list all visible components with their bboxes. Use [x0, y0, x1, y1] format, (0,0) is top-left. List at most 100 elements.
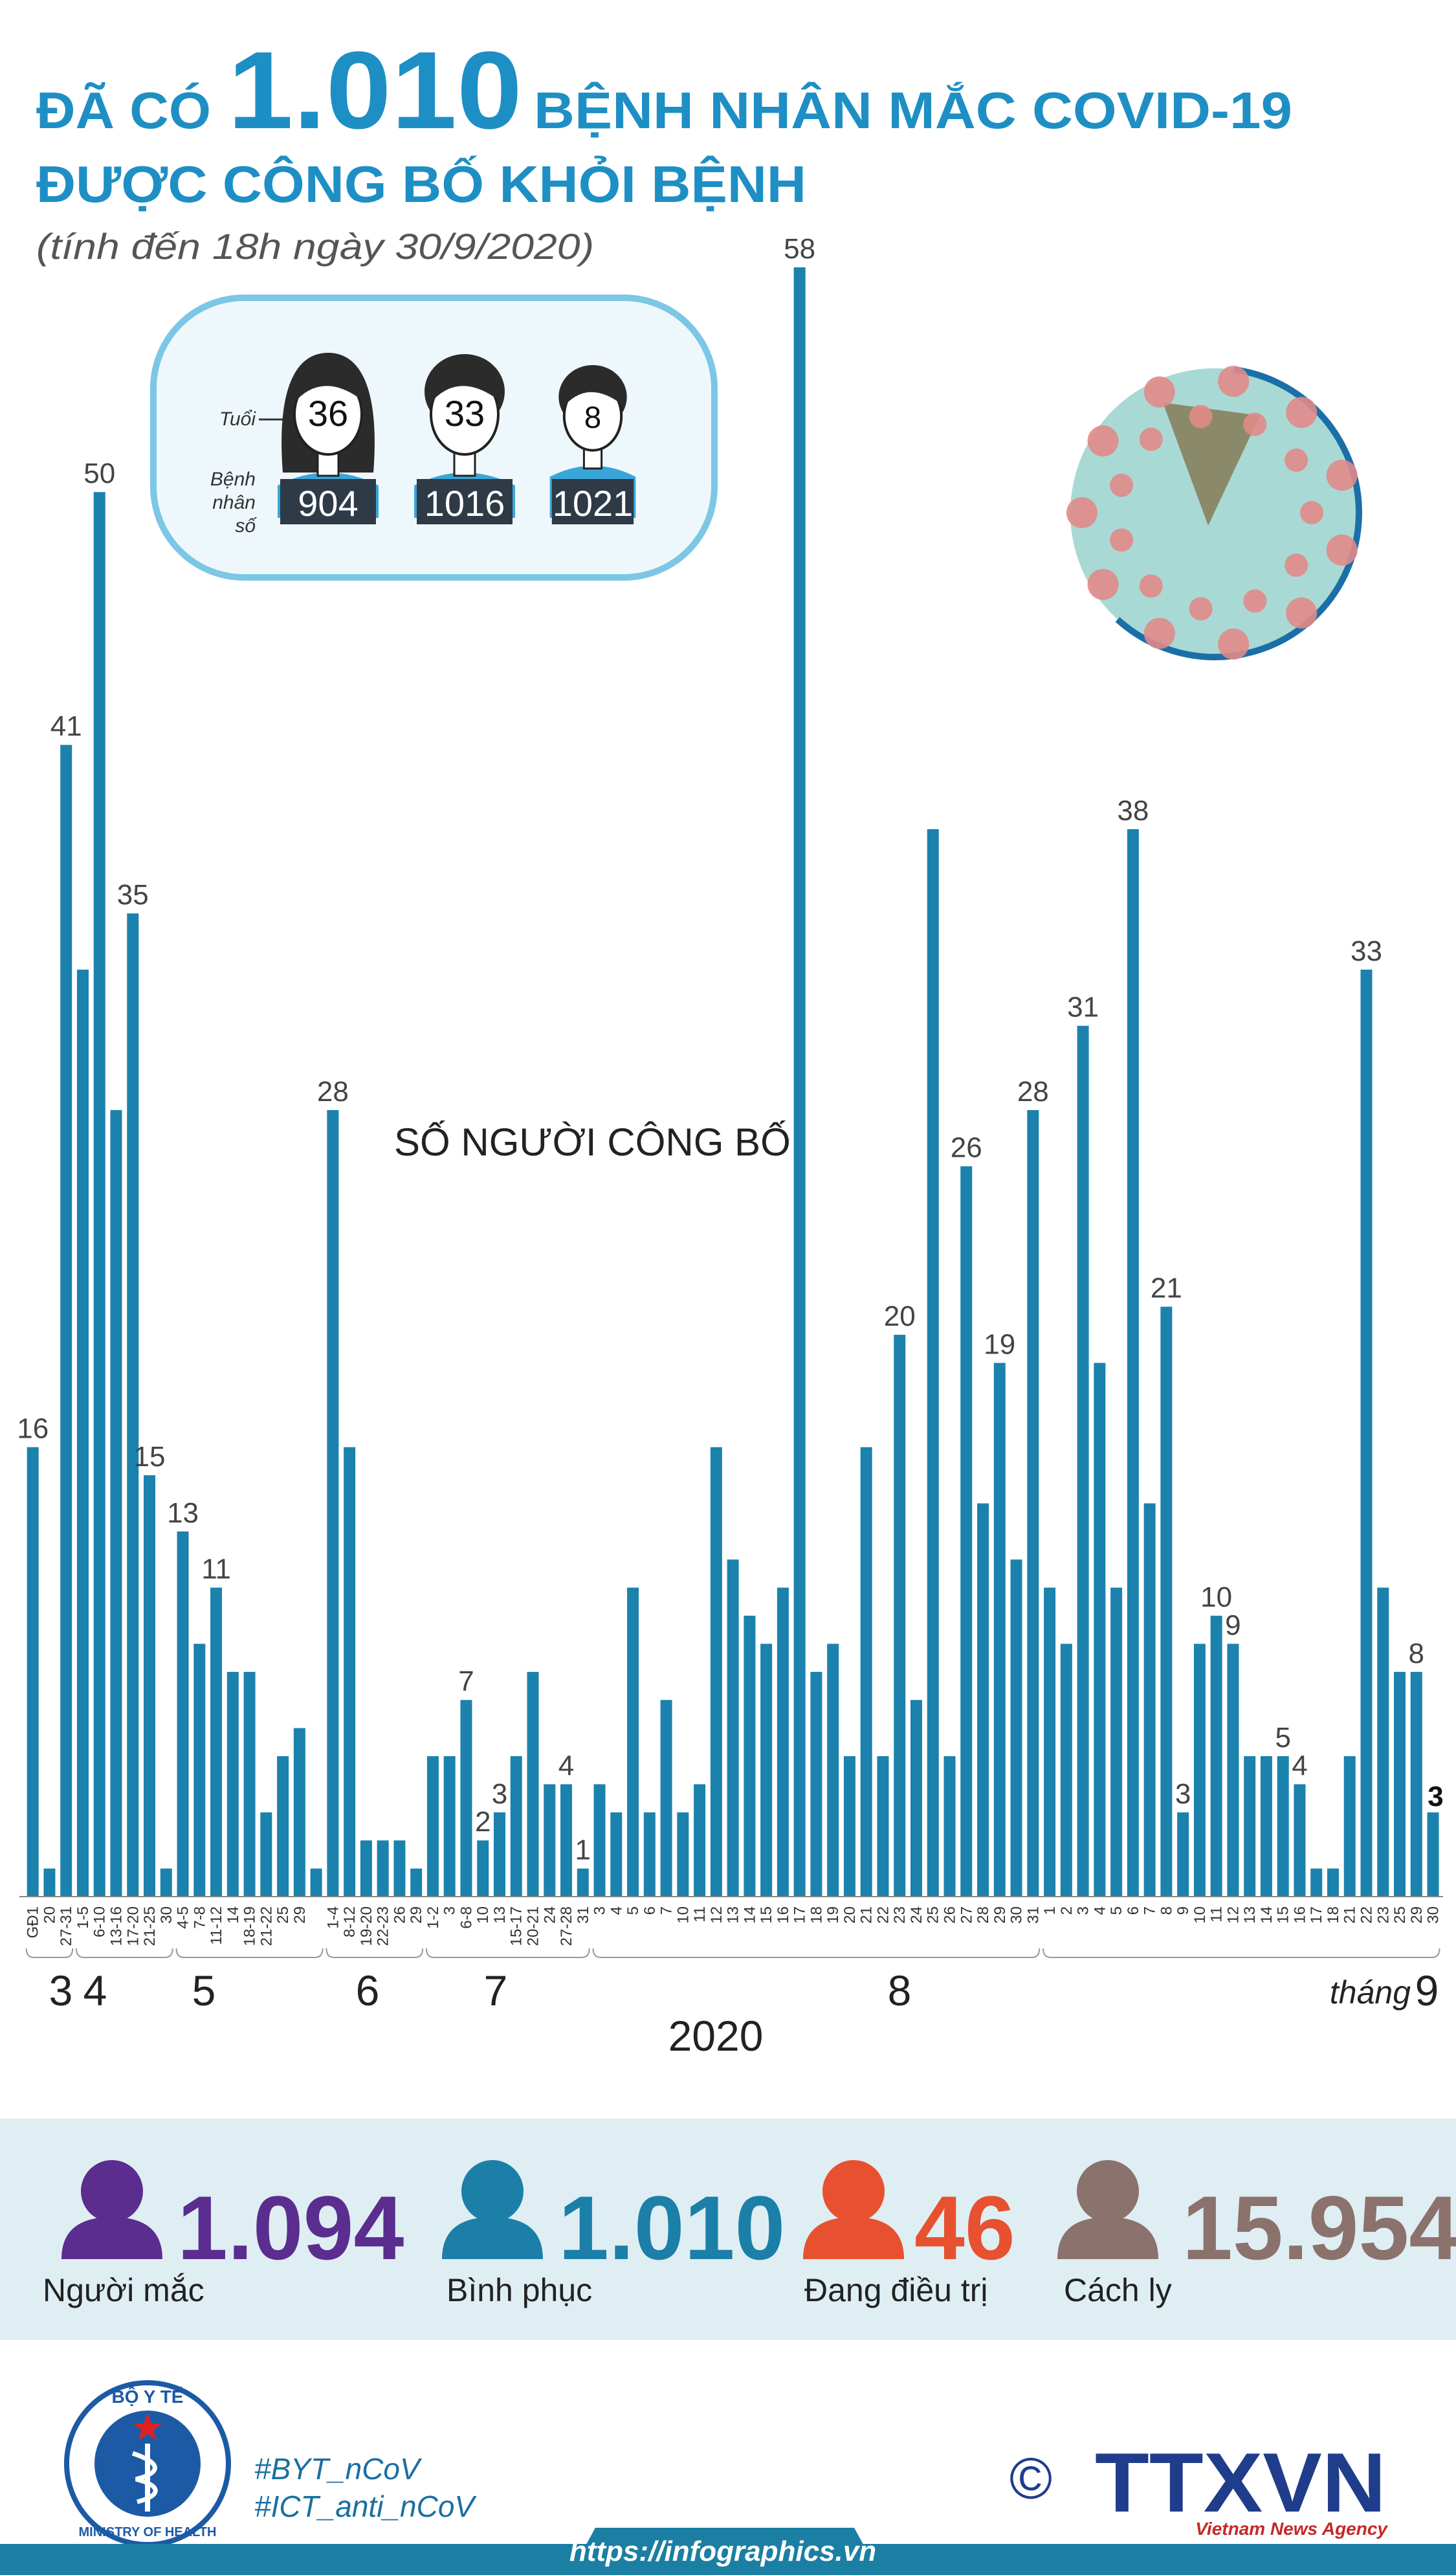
x-tick-label: 1 — [1041, 1906, 1059, 1915]
bar-chart: SỐ NGƯỜI CÔNG BỐ 2020 GĐ1162027-31411-56… — [17, 233, 1444, 2060]
x-tick-label: 11-12 — [208, 1906, 225, 1945]
x-tick-label: 16 — [775, 1906, 792, 1924]
x-tick-label: 31 — [575, 1906, 592, 1924]
bar — [560, 1784, 573, 1897]
url-tab — [569, 2528, 880, 2575]
x-tick-label: 17 — [1308, 1906, 1325, 1924]
virus-spike — [1326, 534, 1358, 566]
bar — [577, 1868, 589, 1897]
bar — [544, 1784, 556, 1897]
x-tick-label: 16 — [1291, 1906, 1308, 1924]
patient-age: 33 — [445, 393, 485, 434]
fringe — [429, 367, 500, 405]
x-tick-label: 29 — [291, 1906, 309, 1924]
bar — [393, 1840, 406, 1897]
stat-icon-body — [61, 2217, 162, 2259]
month-label: 3 — [49, 1967, 73, 2014]
x-tick-label: 13 — [1241, 1906, 1259, 1924]
bar — [226, 1671, 239, 1897]
title-prefix: ĐÃ CÓ — [36, 82, 211, 139]
x-tick-label: 10 — [1191, 1906, 1209, 1924]
bar — [1277, 1756, 1289, 1897]
subtitle: (tính đến 18h ngày 30/9/2020) — [36, 226, 594, 267]
bar — [1360, 969, 1373, 1897]
bar — [894, 1335, 906, 1897]
x-tick-label: 10 — [674, 1906, 692, 1924]
month-label: 7 — [484, 1967, 508, 2014]
x-tick-label: 6-8 — [458, 1906, 475, 1929]
value-label: 58 — [784, 233, 815, 265]
patient-age: 36 — [308, 393, 348, 434]
x-tick-label: 9 — [1175, 1906, 1192, 1915]
patient-number: 1021 — [553, 483, 634, 524]
stat-label: Cách ly — [1064, 2272, 1172, 2308]
x-tick-label: 28 — [975, 1906, 992, 1924]
x-tick-label: 25 — [274, 1906, 292, 1924]
virus-spike — [1110, 473, 1134, 497]
logo-top-text: BỘ Y TẾ — [111, 2386, 183, 2407]
virus-illustration — [1066, 366, 1362, 660]
x-tick-label: 19 — [824, 1906, 842, 1924]
bar — [643, 1812, 656, 1897]
title-line2: ĐƯỢC CÔNG BỐ KHỎI BỆNH — [36, 155, 806, 213]
x-tick-label: 5 — [624, 1906, 642, 1915]
value-label: 16 — [17, 1413, 49, 1445]
virus-spike — [1243, 412, 1267, 436]
logo: BỘ Y TẾ MINISTRY OF HEALTH — [64, 2380, 231, 2547]
virus-spike — [1087, 568, 1119, 600]
month-label: 8 — [888, 1967, 912, 2014]
fringe — [292, 367, 364, 405]
x-tick-label: 14 — [1258, 1906, 1275, 1924]
month-label: 6 — [356, 1967, 380, 2014]
bar — [1177, 1812, 1189, 1897]
bar — [660, 1700, 672, 1897]
x-tick-label: 13 — [491, 1906, 509, 1924]
bar — [1060, 1644, 1072, 1897]
month-bracket — [325, 1948, 424, 1958]
logo-snake — [131, 2451, 158, 2504]
bar — [160, 1868, 172, 1897]
x-tick-label: 10 — [474, 1906, 492, 1924]
bar — [193, 1644, 206, 1897]
value-label: 20 — [884, 1300, 916, 1332]
bar — [1394, 1671, 1406, 1897]
bar — [527, 1671, 539, 1897]
bar — [243, 1671, 256, 1897]
stat-icon-body — [442, 2217, 543, 2259]
value-label: 2 — [475, 1806, 491, 1838]
x-tick-label: 3 — [441, 1906, 459, 1915]
stat-value: 46 — [914, 2177, 1015, 2279]
x-tick-label: 26 — [391, 1906, 408, 1924]
agency-subtitle: Vietnam News Agency — [1195, 2519, 1388, 2539]
value-label: 3 — [1428, 1781, 1443, 1812]
bar — [110, 1109, 122, 1897]
bar — [1094, 1363, 1106, 1897]
x-tick-label: 4-5 — [175, 1906, 192, 1929]
bar — [1294, 1784, 1306, 1897]
x-tick-label: 30 — [158, 1906, 175, 1924]
value-label: 15 — [134, 1441, 166, 1473]
bar — [210, 1587, 223, 1897]
x-tick-label: 20-21 — [525, 1906, 542, 1946]
x-tick-label: 27 — [958, 1906, 975, 1924]
x-tick-label: 4 — [1091, 1906, 1109, 1915]
x-tick-label: 11 — [691, 1906, 709, 1923]
month-bracket — [175, 1948, 324, 1958]
value-label: 13 — [167, 1497, 199, 1529]
bar — [827, 1644, 839, 1897]
bar — [910, 1700, 922, 1897]
virus-spike — [1286, 397, 1318, 429]
bar — [1077, 1025, 1089, 1897]
bar — [377, 1840, 389, 1897]
value-label: 4 — [558, 1750, 574, 1781]
x-tick-label: 26 — [942, 1906, 959, 1924]
x-tick-label: 6 — [641, 1906, 659, 1915]
value-label: 1 — [575, 1834, 591, 1866]
agency-logo: TTXVN — [1095, 2435, 1386, 2530]
x-tick-label: 1-4 — [324, 1906, 342, 1929]
stat-value: 1.094 — [177, 2177, 404, 2279]
x-tick-label: 14 — [225, 1906, 242, 1924]
bar — [1310, 1868, 1323, 1897]
stat-icon-body — [803, 2217, 904, 2259]
month-label: 9 — [1415, 1967, 1439, 2014]
